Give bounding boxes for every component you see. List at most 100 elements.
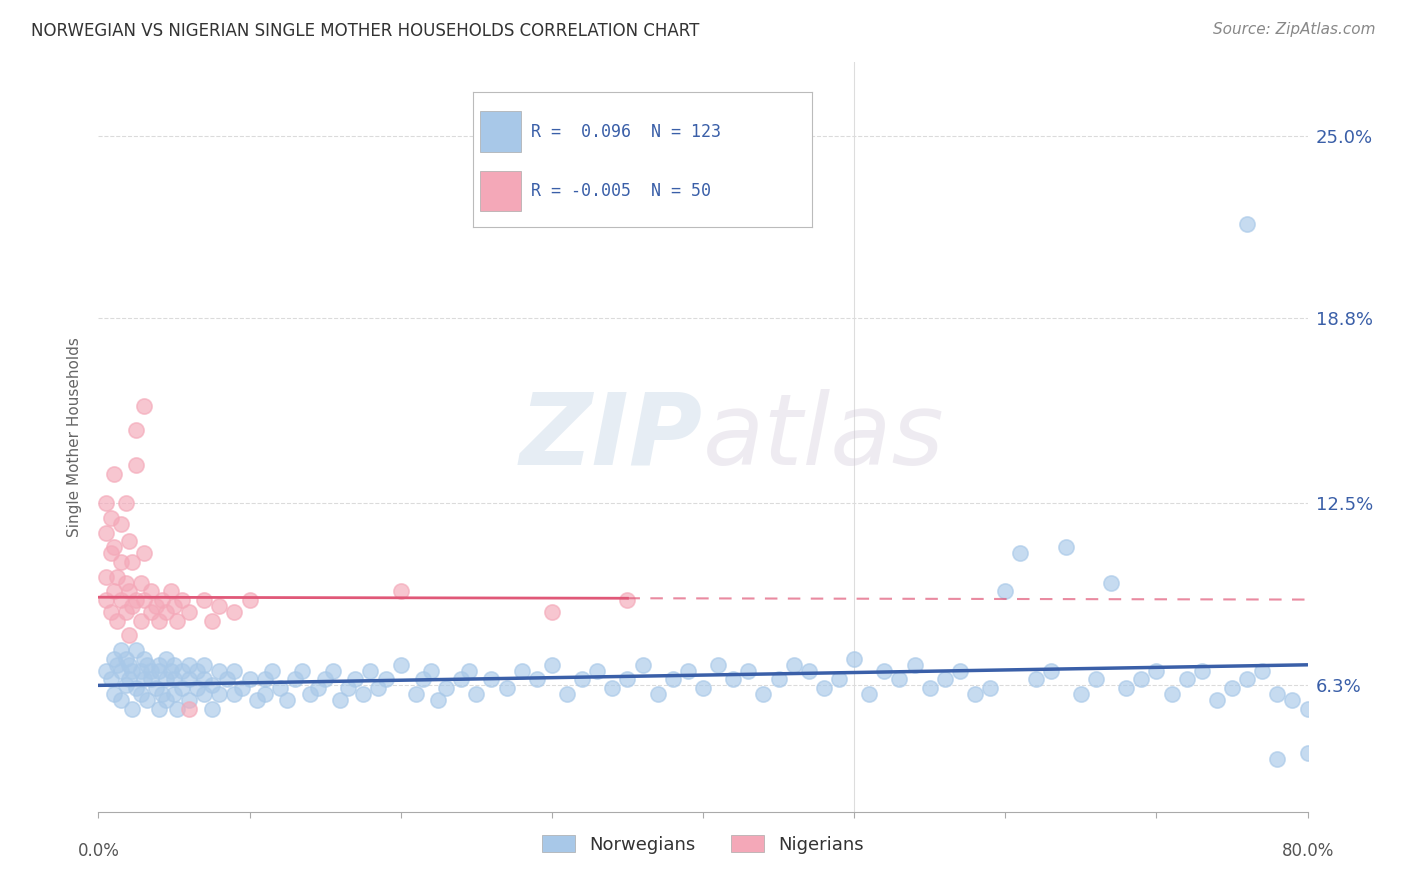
Point <box>201 614 224 628</box>
Point <box>450 673 472 687</box>
Point <box>94 525 117 540</box>
Point <box>215 673 238 687</box>
Point <box>125 643 148 657</box>
Point <box>1251 664 1274 678</box>
Point <box>1070 687 1092 701</box>
Point <box>129 614 152 628</box>
Point <box>224 664 246 678</box>
Point <box>100 605 122 619</box>
Point <box>118 584 141 599</box>
Text: 0.0%: 0.0% <box>77 842 120 860</box>
Point <box>1144 664 1167 678</box>
Point <box>208 664 231 678</box>
Point <box>160 664 183 678</box>
Point <box>1115 681 1137 696</box>
Point <box>239 673 262 687</box>
Point <box>676 664 699 678</box>
Text: ZIP: ZIP <box>520 389 703 485</box>
Point <box>186 664 208 678</box>
Point <box>307 681 329 696</box>
Point <box>389 657 412 672</box>
Point <box>457 664 479 678</box>
Point <box>631 657 654 672</box>
Point <box>141 664 163 678</box>
Point <box>145 681 167 696</box>
Point <box>193 657 215 672</box>
Point <box>163 673 186 687</box>
Point <box>103 584 125 599</box>
Point <box>291 664 314 678</box>
Point <box>737 664 759 678</box>
Point <box>783 657 806 672</box>
Point <box>1267 687 1289 701</box>
Point <box>132 546 155 560</box>
Point <box>1220 681 1243 696</box>
Point <box>170 593 193 607</box>
Point <box>100 511 122 525</box>
Point <box>103 467 125 481</box>
Point <box>141 673 163 687</box>
Point <box>374 673 396 687</box>
Point <box>186 681 208 696</box>
Point <box>329 693 352 707</box>
Point <box>979 681 1001 696</box>
Point <box>135 657 157 672</box>
Point <box>647 687 669 701</box>
Point <box>723 673 745 687</box>
Point <box>246 693 269 707</box>
Point <box>110 664 132 678</box>
Point <box>179 702 201 716</box>
Point <box>141 584 163 599</box>
Text: NORWEGIAN VS NIGERIAN SINGLE MOTHER HOUSEHOLDS CORRELATION CHART: NORWEGIAN VS NIGERIAN SINGLE MOTHER HOUS… <box>31 22 699 40</box>
Point <box>1175 673 1198 687</box>
Point <box>163 687 186 701</box>
Point <box>132 399 155 413</box>
Point <box>201 702 224 716</box>
Point <box>965 687 987 701</box>
Point <box>94 496 117 510</box>
Point <box>707 657 730 672</box>
Point <box>526 673 548 687</box>
Point <box>125 458 148 472</box>
Point <box>118 534 141 549</box>
Point <box>105 569 128 583</box>
Point <box>858 687 880 701</box>
Point <box>420 664 443 678</box>
Point <box>132 593 155 607</box>
Point <box>540 605 562 619</box>
Point <box>208 687 231 701</box>
Point <box>253 673 276 687</box>
Point <box>314 673 336 687</box>
Point <box>828 673 851 687</box>
Point <box>121 555 143 569</box>
Point <box>145 599 167 613</box>
Point <box>163 599 186 613</box>
Point <box>253 687 276 701</box>
Point <box>495 681 517 696</box>
Point <box>844 652 866 666</box>
Point <box>110 643 132 657</box>
Point <box>170 664 193 678</box>
Text: 80.0%: 80.0% <box>1281 842 1334 860</box>
Point <box>132 673 155 687</box>
Text: atlas: atlas <box>703 389 945 485</box>
Point <box>934 673 956 687</box>
Point <box>1160 687 1182 701</box>
Point <box>179 657 201 672</box>
Point <box>1296 702 1319 716</box>
Point <box>150 687 173 701</box>
Point <box>114 605 136 619</box>
Point <box>586 664 609 678</box>
Point <box>1236 217 1258 231</box>
Point <box>125 423 148 437</box>
Point <box>193 673 215 687</box>
Text: Source: ZipAtlas.com: Source: ZipAtlas.com <box>1212 22 1375 37</box>
Point <box>94 593 117 607</box>
Point <box>1085 673 1108 687</box>
Point <box>616 673 638 687</box>
Point <box>155 693 177 707</box>
Point <box>125 593 148 607</box>
Point <box>352 687 374 701</box>
Point <box>797 664 820 678</box>
Point <box>179 605 201 619</box>
